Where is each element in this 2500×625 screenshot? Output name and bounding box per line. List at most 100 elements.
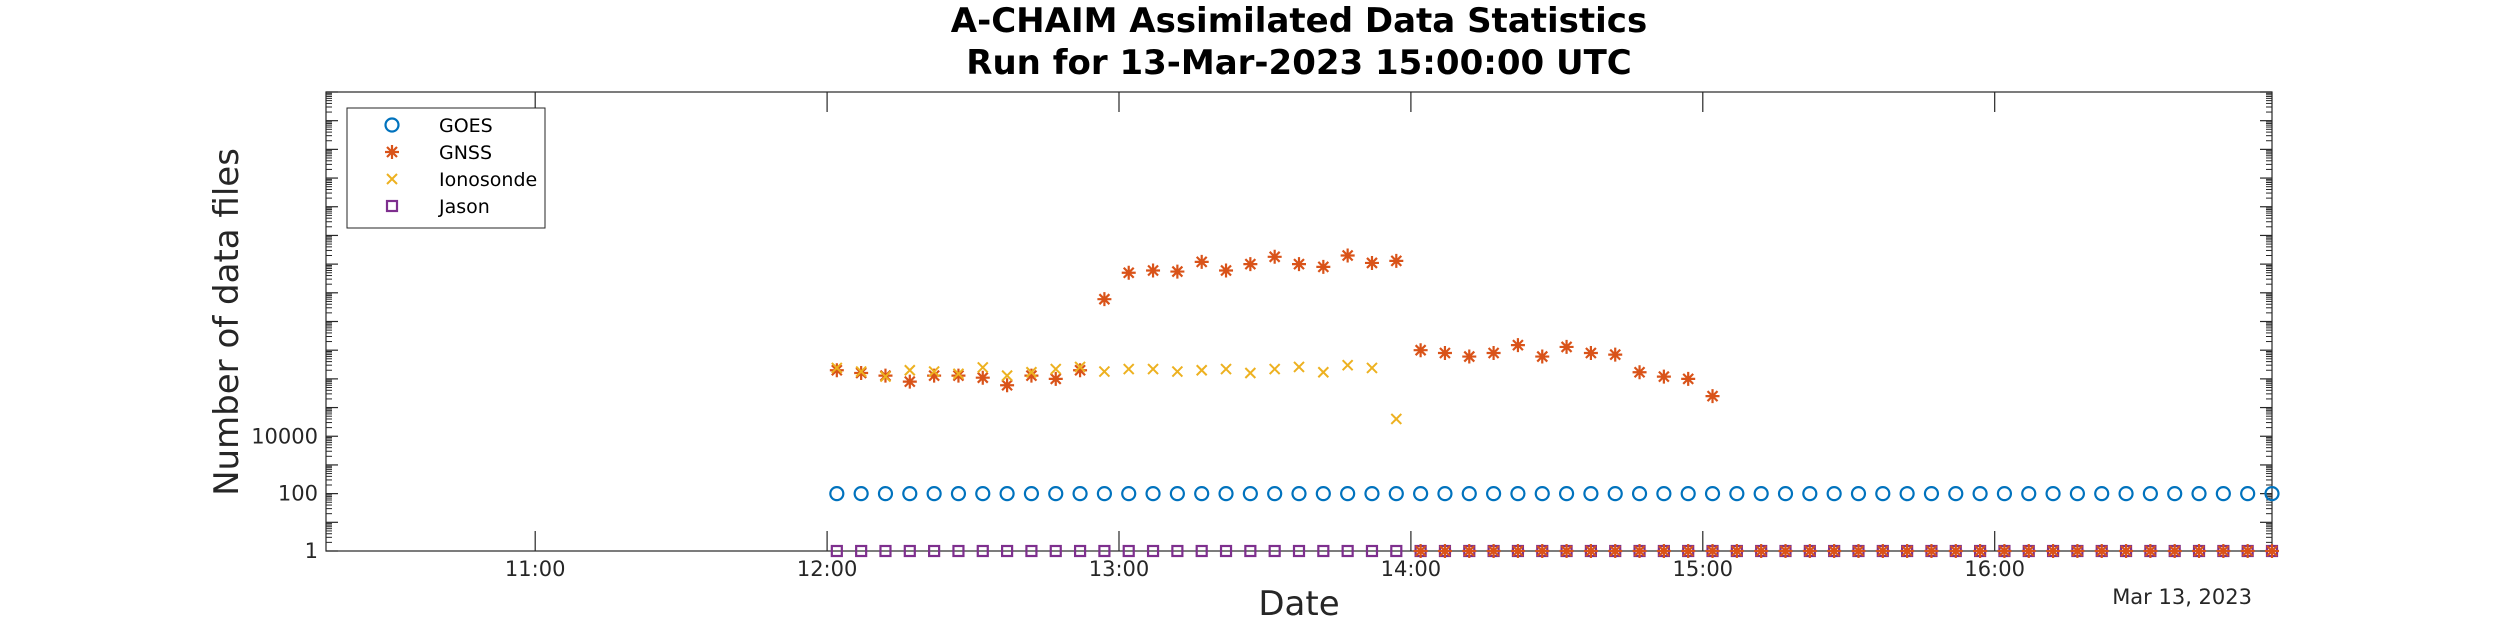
data-point	[1048, 486, 1064, 502]
data-point	[831, 362, 843, 374]
data-point	[1535, 349, 1550, 364]
data-point	[1049, 544, 1062, 558]
data-point	[1778, 544, 1793, 558]
data-point	[1098, 365, 1111, 378]
data-point	[1243, 257, 1258, 272]
data-point	[1972, 486, 1988, 502]
data-point	[1826, 486, 1842, 502]
data-point	[1656, 544, 1671, 558]
data-point	[1317, 544, 1330, 558]
data-point	[1268, 544, 1281, 558]
data-point	[1315, 486, 1331, 502]
data-point	[1218, 486, 1234, 502]
data-point	[1802, 544, 1817, 558]
data-point	[2021, 544, 2036, 558]
data-point	[1413, 486, 1429, 502]
data-point	[1146, 544, 1160, 558]
data-point	[1023, 486, 1040, 502]
data-point	[1777, 486, 1794, 502]
data-point	[1194, 486, 1210, 502]
data-marks	[829, 248, 2280, 558]
data-point	[1145, 486, 1161, 502]
data-point	[1437, 486, 1453, 502]
data-point	[1073, 363, 1088, 378]
data-point	[2167, 544, 2182, 558]
data-point	[2094, 544, 2109, 558]
x-tick-label: 11:00	[505, 557, 566, 581]
data-point	[2045, 486, 2061, 502]
data-point	[1366, 362, 1378, 374]
data-point	[1681, 371, 1696, 386]
data-point	[1292, 544, 1306, 558]
x-tick-label: 16:00	[1964, 557, 2025, 581]
data-point	[1973, 544, 1988, 558]
data-point	[902, 374, 917, 389]
data-point	[928, 544, 941, 558]
data-point	[1268, 363, 1281, 375]
data-point	[2094, 486, 2110, 502]
data-point	[1486, 544, 1501, 558]
data-point	[1850, 486, 1867, 502]
data-point	[1220, 363, 1232, 375]
data-point	[1631, 486, 1648, 502]
data-point	[1121, 486, 1137, 502]
chart-title-line2: Run for 13-Mar-2023 15:00:00 UTC	[966, 43, 1631, 83]
data-point	[1244, 544, 1257, 558]
data-point	[1462, 544, 1477, 558]
data-point	[1123, 363, 1135, 375]
data-point	[855, 544, 868, 558]
data-point	[1486, 345, 1501, 360]
y-tick-label: 1	[305, 539, 318, 563]
data-point	[1195, 544, 1208, 558]
data-point	[829, 363, 844, 378]
data-point	[1001, 369, 1013, 382]
data-point	[1147, 363, 1159, 375]
data-point	[1242, 486, 1258, 502]
data-point	[1583, 345, 1598, 360]
data-point	[1048, 371, 1063, 386]
data-point	[950, 486, 967, 502]
data-point	[1050, 363, 1062, 375]
data-point	[1096, 486, 1113, 502]
data-point	[2265, 544, 2279, 558]
data-point	[951, 368, 966, 383]
data-point	[1073, 544, 1087, 558]
legend-marker	[384, 117, 400, 133]
data-point	[877, 486, 894, 502]
data-point	[1437, 544, 1452, 558]
data-point	[830, 544, 843, 558]
data-point	[1316, 259, 1331, 274]
data-point	[1875, 486, 1891, 502]
data-point	[879, 370, 892, 383]
data-point	[1267, 249, 1282, 264]
data-point	[829, 486, 845, 502]
data-point	[1704, 486, 1721, 502]
data-point	[879, 544, 892, 558]
data-point	[854, 366, 869, 381]
data-point	[2046, 544, 2061, 558]
data-point	[928, 365, 940, 378]
data-point	[1729, 486, 1745, 502]
data-point	[1388, 486, 1404, 502]
data-point	[977, 361, 989, 374]
data-point	[1608, 544, 1623, 558]
series-overlay-4	[1413, 544, 2279, 558]
legend-entry: GNSS	[439, 142, 492, 164]
data-point	[2070, 544, 2085, 558]
data-point	[1510, 544, 1525, 558]
data-point	[1122, 544, 1135, 558]
data-point	[1341, 359, 1354, 371]
data-point	[1267, 486, 1283, 502]
data-point	[1559, 339, 1574, 354]
data-point	[1074, 361, 1086, 373]
data-point	[1413, 343, 1428, 358]
x-axis-label: Date	[1258, 584, 1339, 624]
x-axis-ticks: 11:00 12:00 13:00 14:00 15:00 16:00	[505, 92, 2025, 581]
data-point	[1390, 544, 1403, 558]
data-point	[2240, 486, 2256, 502]
y-tick-label: 100	[278, 482, 318, 506]
data-point	[2215, 486, 2231, 502]
data-point	[975, 370, 990, 385]
data-point	[2118, 486, 2134, 502]
